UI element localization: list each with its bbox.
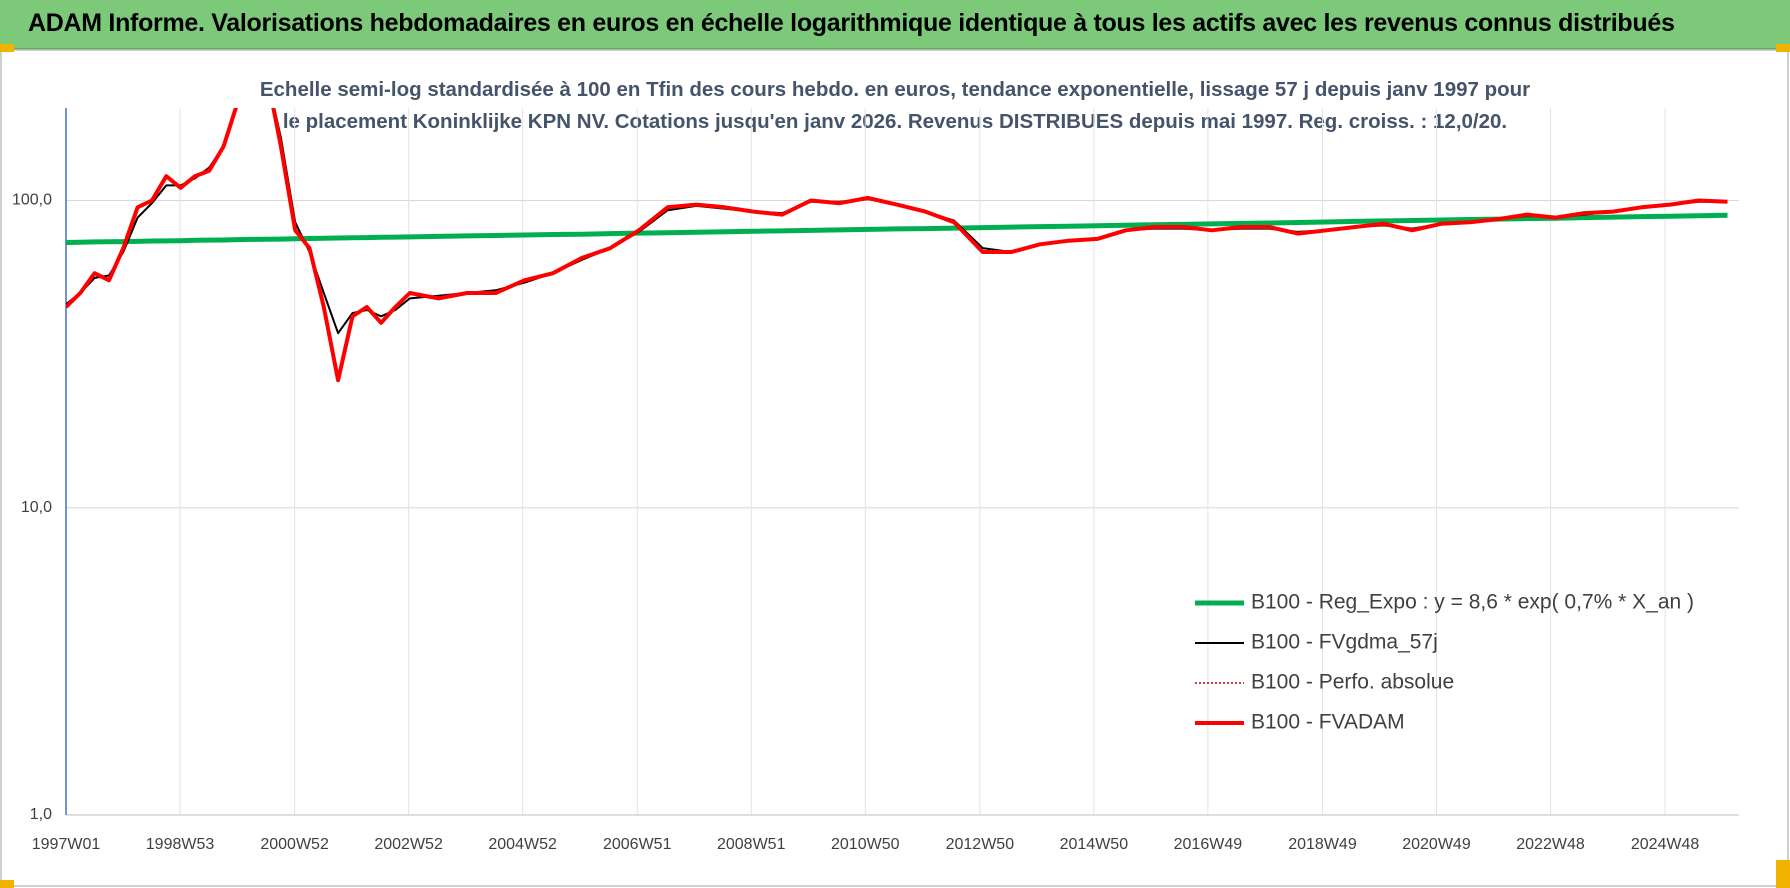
corner-marker: [1776, 860, 1790, 888]
chart-title: ADAM Informe. Valorisations hebdomadaire…: [28, 9, 1675, 37]
legend-label: B100 - Perfo. absolue: [1251, 671, 1454, 694]
x-tick-label: 2012W50: [946, 836, 1015, 853]
corner-marker: [1776, 44, 1790, 52]
x-tick-label: 2020W49: [1402, 836, 1471, 853]
legend-label: B100 - Reg_Expo : y = 8,6 * exp( 0,7% * …: [1251, 591, 1694, 614]
x-tick-label: 2002W52: [374, 836, 443, 853]
legend-label: B100 - FVgdma_57j: [1251, 631, 1438, 654]
y-tick-label: 1,0: [30, 806, 52, 823]
x-tick-label: 2018W49: [1288, 836, 1357, 853]
y-tick-label: 100,0: [12, 192, 52, 209]
legend-label: B100 - FVADAM: [1251, 711, 1405, 734]
title-bar: ADAM Informe. Valorisations hebdomadaire…: [0, 0, 1790, 50]
series-line: [66, 212, 1728, 245]
corner-marker: [0, 880, 14, 888]
frame-border: [0, 49, 1789, 887]
x-tick-label: 2000W52: [260, 836, 329, 853]
chart-subtitle: Echelle semi-log standardisée à 100 en T…: [259, 78, 1531, 133]
x-tick-label: 2006W51: [603, 836, 672, 853]
x-tick-label: 2016W49: [1174, 836, 1243, 853]
x-tick-label: 2008W51: [717, 836, 786, 853]
x-tick-label: 2022W48: [1516, 836, 1585, 853]
series-line: [66, 108, 1728, 381]
x-tick-label: 2010W50: [831, 836, 900, 853]
x-tick-label: 1997W01: [32, 836, 101, 853]
series-line: [66, 108, 1728, 335]
x-tick-label: 2014W50: [1060, 836, 1129, 853]
series-line: [66, 108, 1728, 383]
corner-marker: [0, 44, 14, 52]
plot-area: [66, 108, 1728, 383]
x-tick-label: 1998W53: [146, 836, 215, 853]
y-tick-label: 10,0: [21, 499, 52, 516]
x-tick-label: 2024W48: [1631, 836, 1700, 853]
x-tick-label: 2004W52: [488, 836, 557, 853]
